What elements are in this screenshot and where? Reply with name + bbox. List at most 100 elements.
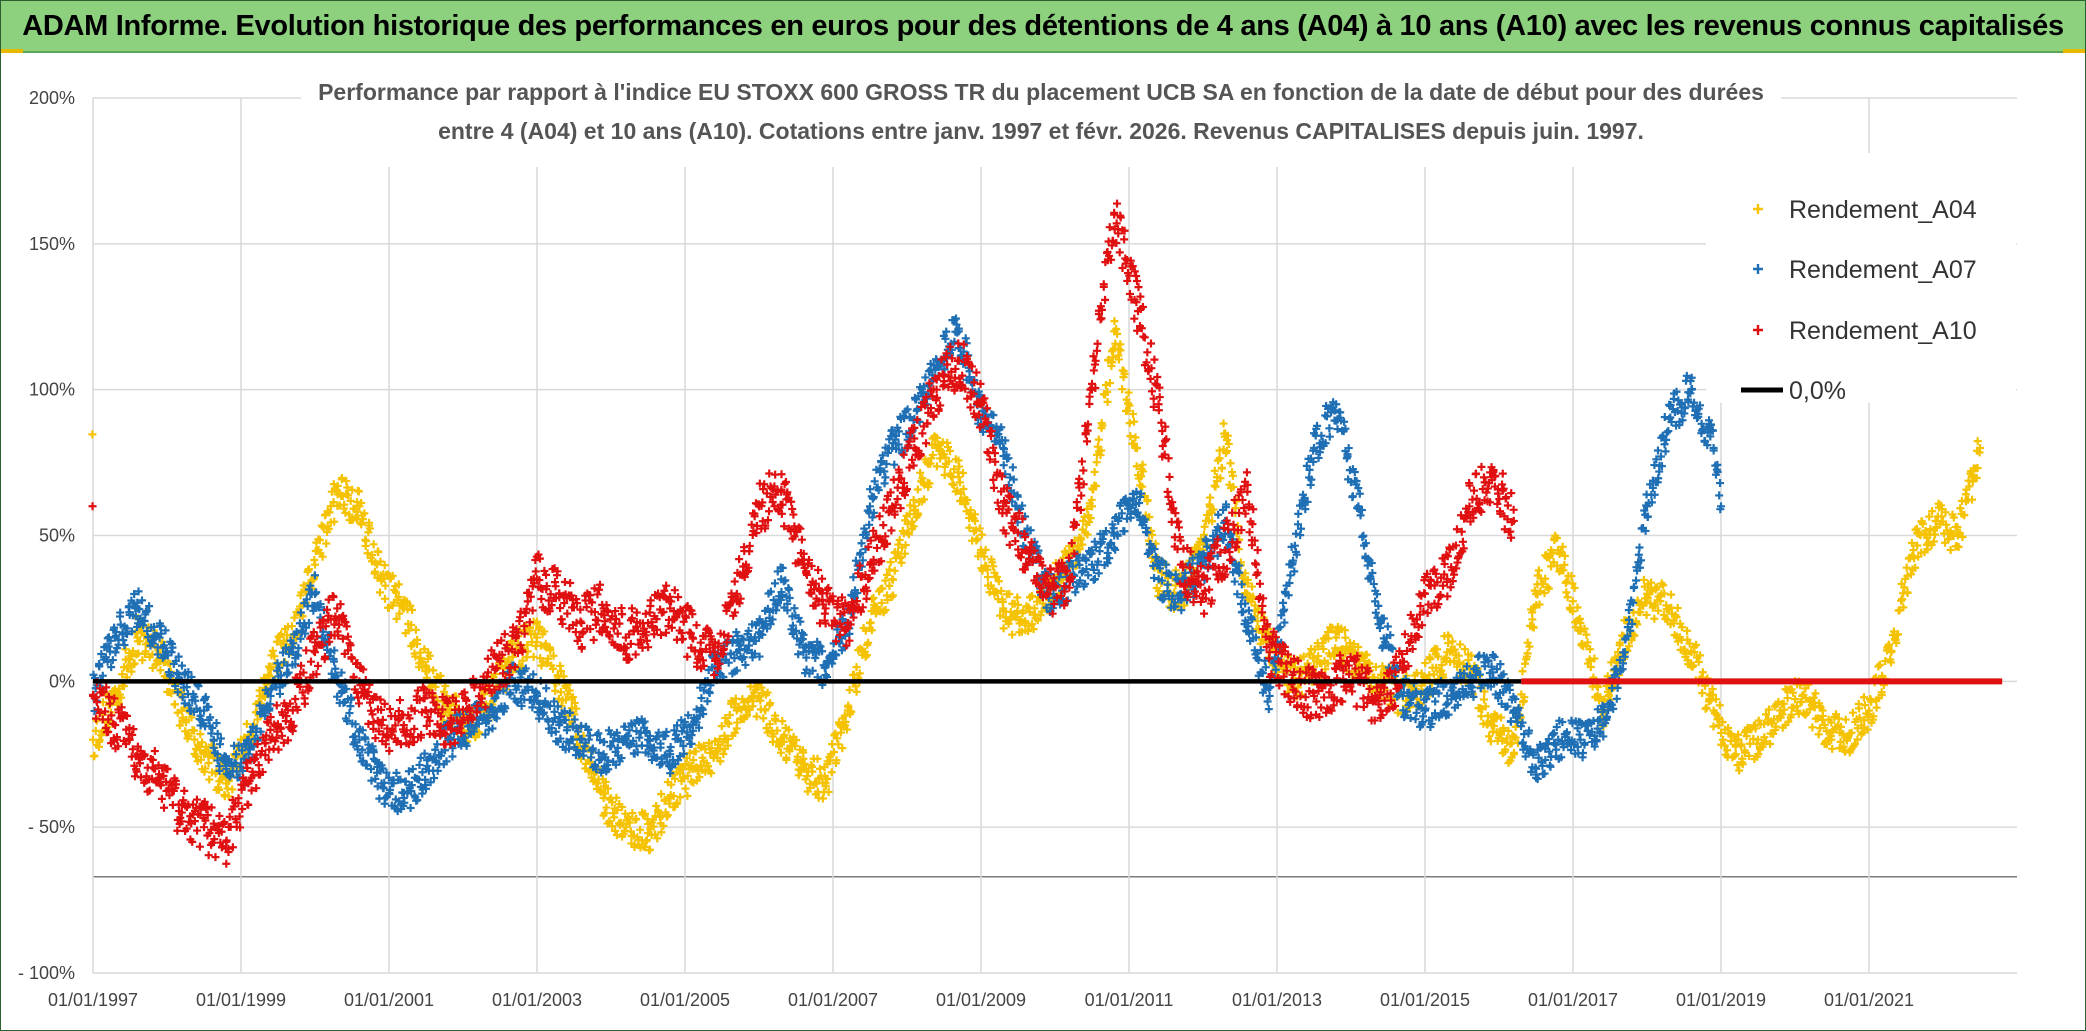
data-point bbox=[329, 498, 338, 507]
data-point bbox=[1485, 732, 1494, 741]
data-point bbox=[406, 601, 415, 610]
data-point bbox=[1573, 603, 1582, 612]
data-point bbox=[1354, 643, 1363, 652]
data-point bbox=[394, 580, 403, 589]
data-point bbox=[1698, 688, 1707, 697]
data-point bbox=[949, 481, 958, 490]
data-point bbox=[1319, 644, 1328, 653]
data-point bbox=[869, 594, 878, 603]
data-point bbox=[344, 491, 353, 500]
data-point bbox=[1393, 708, 1402, 717]
data-point bbox=[625, 818, 634, 827]
data-point bbox=[955, 478, 964, 487]
data-point bbox=[1218, 464, 1227, 473]
data-point bbox=[692, 763, 701, 772]
data-point bbox=[994, 577, 1003, 586]
data-point bbox=[852, 687, 861, 696]
data-point bbox=[1248, 582, 1257, 591]
data-point bbox=[1133, 444, 1142, 453]
data-point bbox=[903, 519, 912, 528]
banner-corner-right bbox=[2063, 49, 2085, 53]
data-point bbox=[192, 752, 201, 761]
data-point bbox=[411, 625, 420, 634]
data-point bbox=[1080, 512, 1089, 521]
data-point bbox=[1828, 744, 1837, 753]
data-point bbox=[1011, 613, 1020, 622]
data-point bbox=[689, 756, 698, 765]
data-point bbox=[765, 720, 774, 729]
data-point bbox=[813, 754, 822, 763]
data-point bbox=[781, 576, 790, 585]
x-tick-label: 01/01/2015 bbox=[1380, 990, 1470, 1010]
data-point bbox=[877, 598, 886, 607]
data-point bbox=[1486, 737, 1495, 746]
data-point bbox=[394, 593, 403, 602]
data-point bbox=[228, 843, 237, 852]
data-point bbox=[1021, 617, 1030, 626]
data-point bbox=[717, 722, 726, 731]
data-point bbox=[889, 575, 898, 584]
data-point bbox=[190, 735, 199, 744]
data-point bbox=[157, 794, 166, 803]
data-point bbox=[667, 780, 676, 789]
data-point bbox=[380, 561, 389, 570]
data-point bbox=[821, 782, 830, 791]
data-point bbox=[122, 664, 131, 673]
data-point bbox=[141, 647, 150, 656]
data-point bbox=[1814, 730, 1823, 739]
data-point bbox=[190, 726, 199, 735]
x-tick-label: 01/01/2013 bbox=[1232, 990, 1322, 1010]
data-point bbox=[948, 472, 957, 481]
data-point bbox=[120, 641, 129, 650]
data-point bbox=[992, 573, 1001, 582]
data-point bbox=[1299, 652, 1308, 661]
x-tick-label: 01/01/2017 bbox=[1528, 990, 1618, 1010]
y-tick-label: 150% bbox=[29, 234, 75, 254]
data-point bbox=[857, 539, 866, 548]
data-point bbox=[696, 761, 705, 770]
data-point bbox=[649, 822, 658, 831]
data-point bbox=[1402, 696, 1411, 705]
data-point bbox=[287, 622, 296, 631]
axes: 200%150%100%50%0%- 50%- 100%01/01/1997 01… bbox=[18, 88, 1914, 1010]
data-point bbox=[778, 717, 787, 726]
data-point bbox=[343, 483, 352, 492]
report-banner: ADAM Informe. Evolution historique des p… bbox=[1, 1, 2085, 53]
data-point bbox=[1540, 769, 1549, 778]
data-point bbox=[1324, 634, 1333, 643]
data-point bbox=[1510, 748, 1519, 757]
data-point bbox=[1025, 608, 1034, 617]
data-point bbox=[1492, 711, 1501, 720]
data-point bbox=[1455, 658, 1464, 667]
data-point bbox=[776, 748, 785, 757]
data-point bbox=[1540, 589, 1549, 598]
data-point bbox=[909, 522, 918, 531]
data-point bbox=[95, 736, 104, 745]
data-point bbox=[91, 726, 100, 735]
data-point bbox=[997, 587, 1006, 596]
data-point bbox=[1574, 616, 1583, 625]
data-point bbox=[362, 537, 371, 546]
data-point bbox=[1139, 467, 1148, 476]
data-points bbox=[88, 199, 2003, 868]
data-point bbox=[989, 562, 998, 571]
data-point bbox=[1209, 505, 1218, 514]
data-point bbox=[324, 525, 333, 534]
data-point bbox=[408, 606, 417, 615]
data-point bbox=[1421, 659, 1430, 668]
data-point bbox=[549, 651, 558, 660]
data-point bbox=[436, 671, 445, 680]
data-point bbox=[1562, 588, 1571, 597]
data-point bbox=[196, 730, 205, 739]
data-point bbox=[311, 648, 319, 657]
data-point bbox=[719, 749, 728, 758]
data-point bbox=[337, 473, 346, 482]
data-point bbox=[963, 495, 972, 504]
data-point bbox=[371, 567, 380, 576]
data-point bbox=[693, 767, 702, 776]
data-point bbox=[1429, 670, 1438, 679]
data-point bbox=[996, 611, 1005, 620]
data-point bbox=[1027, 620, 1036, 629]
data-point bbox=[1083, 530, 1092, 539]
data-point bbox=[603, 784, 612, 793]
